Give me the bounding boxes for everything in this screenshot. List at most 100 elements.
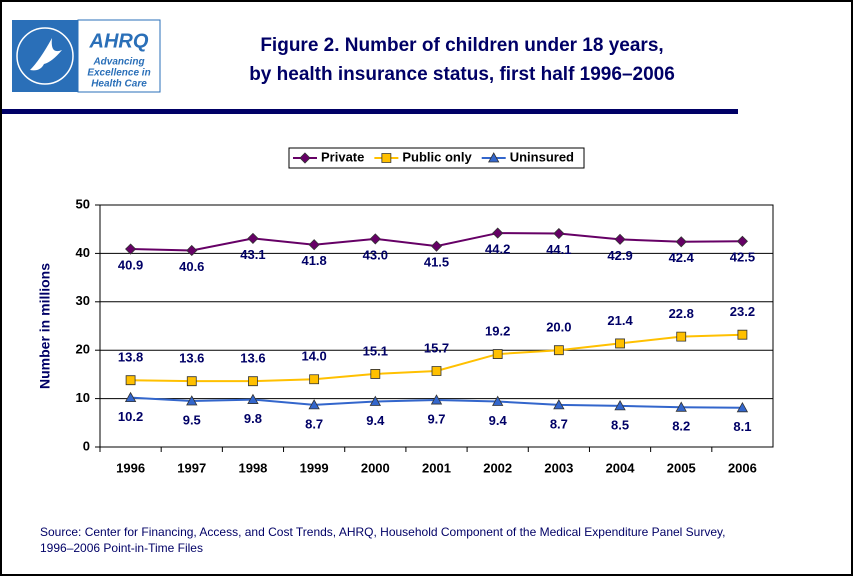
value-label: 23.2	[730, 304, 755, 319]
value-label: 42.9	[607, 248, 632, 263]
value-label: 13.6	[240, 351, 265, 366]
legend-label: Public only	[402, 149, 472, 164]
x-tick-label: 2001	[422, 460, 451, 475]
value-label: 15.7	[424, 340, 449, 355]
x-tick-label: 2002	[483, 460, 512, 475]
legend-label: Private	[321, 149, 364, 164]
data-point	[247, 393, 259, 404]
legend-box	[288, 147, 585, 169]
value-label: 21.4	[607, 313, 633, 328]
value-label: 40.9	[118, 257, 143, 272]
data-point	[492, 227, 504, 239]
y-tick-label: 50	[76, 196, 90, 211]
data-point	[614, 233, 626, 245]
data-point	[737, 329, 748, 340]
logo-tagline: Advancing	[92, 57, 144, 68]
header-rule	[2, 109, 738, 114]
x-tick-label: 2004	[606, 460, 636, 475]
value-label: 9.5	[183, 412, 201, 427]
value-label: 8.1	[733, 419, 751, 434]
source-note: 1996–2006 Point-in-Time Files	[40, 541, 203, 555]
data-point	[553, 227, 565, 240]
y-axis-label: Number in millions	[37, 263, 53, 389]
y-tick-label: 20	[76, 342, 90, 357]
value-label: 13.8	[118, 350, 143, 365]
x-tick-label: 2005	[667, 460, 696, 475]
y-tick-label: 30	[76, 293, 90, 308]
data-point	[186, 244, 198, 257]
logo-name: AHRQ	[89, 30, 149, 52]
value-label: 43.1	[240, 247, 265, 262]
x-tick-label: 1999	[300, 460, 329, 475]
value-label: 14.0	[301, 349, 326, 364]
data-point	[308, 239, 320, 251]
data-point	[369, 233, 381, 245]
seal-ring	[16, 27, 74, 85]
data-point	[492, 349, 503, 359]
x-tick-label: 2006	[728, 460, 757, 475]
legend: Private Public only Uninsured	[288, 147, 585, 169]
data-point	[431, 366, 442, 376]
data-point	[615, 338, 625, 349]
value-label: 8.7	[305, 416, 323, 431]
legend-label: Uninsured	[510, 149, 574, 164]
value-label: 43.0	[363, 247, 388, 262]
legend-marker	[488, 152, 500, 163]
value-label: 9.7	[427, 411, 445, 426]
x-tick-label: 1998	[238, 460, 267, 475]
value-label: 9.4	[366, 413, 385, 428]
logo-tagline: Health Care	[91, 79, 147, 90]
value-label: 40.6	[179, 259, 204, 274]
value-label: 8.2	[672, 419, 690, 434]
eagle	[30, 38, 62, 71]
data-point	[736, 235, 748, 247]
logo: AHRQ Advancing Excellence in Health Care	[12, 19, 161, 93]
x-tick-label: 1996	[116, 460, 145, 475]
logo-tagline: Excellence in	[87, 68, 150, 79]
value-label: 20.0	[546, 320, 571, 335]
value-label: 42.5	[730, 250, 755, 265]
data-point	[736, 401, 749, 413]
data-point	[614, 400, 626, 411]
legend-marker	[381, 153, 392, 163]
data-point	[370, 369, 381, 379]
data-point	[553, 399, 565, 410]
data-point	[308, 399, 320, 410]
data-point	[248, 376, 258, 387]
value-label: 44.1	[546, 242, 571, 257]
value-label: 15.1	[363, 343, 388, 358]
data-point	[430, 240, 443, 252]
data-point	[186, 395, 198, 406]
data-point	[125, 375, 136, 386]
data-point	[125, 243, 137, 255]
data-point	[369, 395, 381, 406]
data-point	[430, 394, 443, 405]
x-tick-label: 2003	[544, 460, 573, 475]
value-label: 9.8	[244, 411, 262, 426]
data-point	[124, 391, 137, 403]
data-point	[492, 395, 504, 406]
y-tick-label: 0	[83, 438, 90, 453]
data-point	[675, 236, 687, 248]
value-label: 8.5	[611, 417, 629, 432]
value-label: 44.2	[485, 242, 510, 257]
data-point	[553, 345, 564, 356]
value-label: 8.7	[550, 416, 568, 431]
data-point	[247, 232, 259, 244]
legend-marker	[299, 152, 311, 164]
x-tick-label: 2000	[361, 460, 390, 475]
value-label: 42.4	[669, 250, 695, 265]
chart-title: by health insurance status, first half 1…	[249, 64, 675, 85]
value-label: 13.6	[179, 351, 204, 366]
source-note: Source: Center for Financing, Access, an…	[40, 525, 725, 539]
y-tick-label: 40	[76, 245, 90, 260]
y-tick-label: 10	[76, 390, 90, 405]
value-label: 9.4	[489, 413, 508, 428]
data-point	[676, 331, 687, 342]
x-tick-label: 1997	[177, 460, 206, 475]
value-label: 41.8	[301, 253, 326, 268]
data-point	[675, 401, 687, 412]
value-label: 19.2	[485, 324, 510, 339]
value-label: 22.8	[669, 306, 694, 321]
